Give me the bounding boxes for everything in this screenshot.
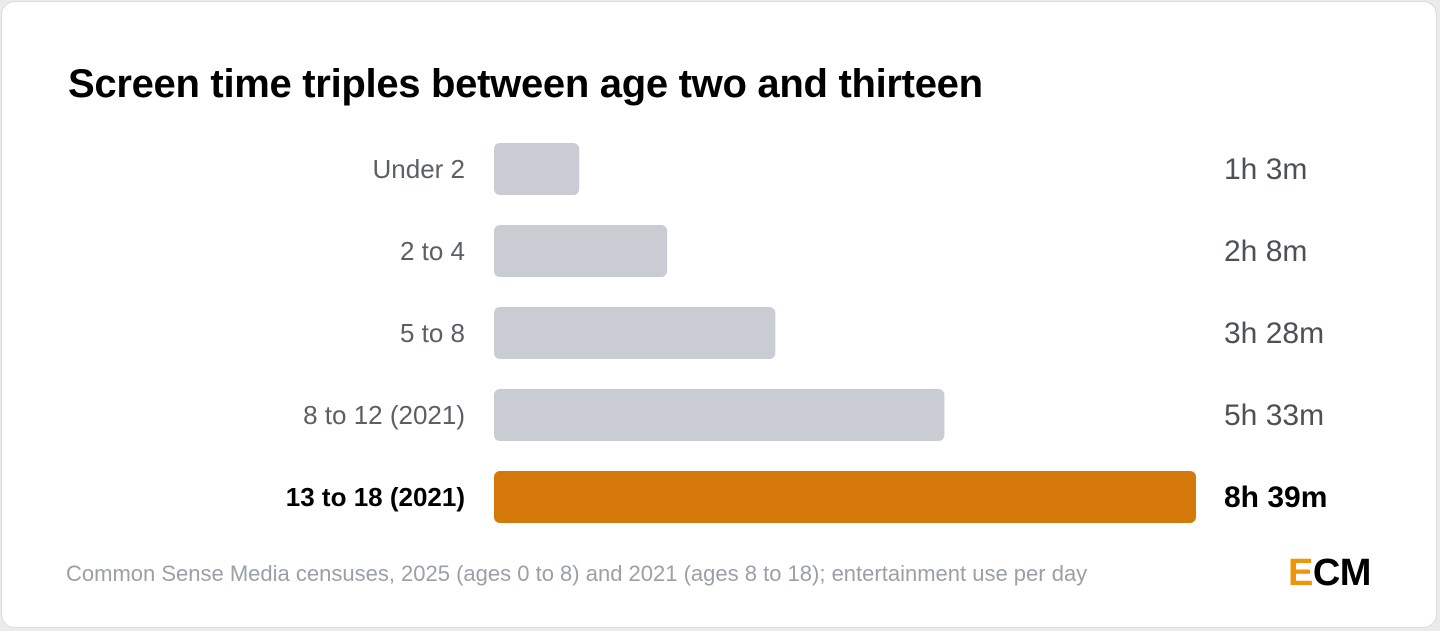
bar-1 xyxy=(494,225,668,277)
value-label-2: 3h 28m xyxy=(1224,317,1324,350)
bar-3 xyxy=(494,389,945,441)
value-label-1: 2h 8m xyxy=(1224,235,1307,268)
source-note: Common Sense Media censuses, 2025 (ages … xyxy=(66,561,1088,586)
category-label-1: 2 to 4 xyxy=(400,236,465,266)
category-label-3: 8 to 12 (2021) xyxy=(303,400,465,430)
bars-layer: Under 2 1h 3m 2 to 4 2h 8m 5 to 8 3h 28m 8 to … xyxy=(286,143,1327,523)
logo-letter-e: E xyxy=(1288,552,1313,594)
category-label-4: 13 to 18 (2021) xyxy=(286,482,465,512)
ecm-logo: ECM xyxy=(1288,552,1371,595)
category-label-0: Under 2 xyxy=(373,154,466,184)
bar-4 xyxy=(494,471,1196,523)
chart-title: Screen time triples between age two and … xyxy=(68,62,983,106)
value-label-0: 1h 3m xyxy=(1224,153,1307,186)
value-label-4: 8h 39m xyxy=(1224,481,1327,514)
logo-letters-cm: CM xyxy=(1312,552,1372,594)
bar-2 xyxy=(494,307,776,359)
value-label-3: 5h 33m xyxy=(1224,399,1324,432)
bar-0 xyxy=(494,143,580,195)
category-label-2: 5 to 8 xyxy=(400,318,465,348)
